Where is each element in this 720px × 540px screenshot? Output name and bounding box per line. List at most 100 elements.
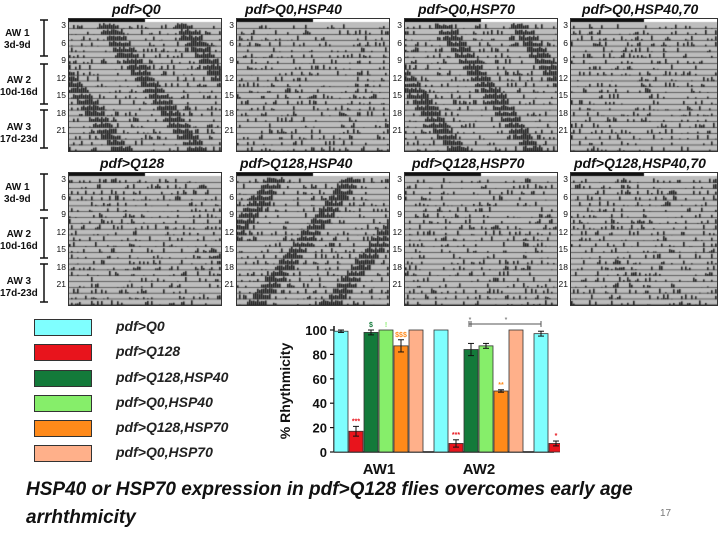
y-tick-label: 60 [313,372,327,387]
aw2-label-row1: AW 2 10d-16d [0,75,38,98]
day-tick-label: 15 [224,90,234,100]
actogram-q0-hsp40 [236,18,390,152]
legend-label: pdf>Q128,HSP70 [116,419,229,435]
significance-mark: $$$ [395,332,407,339]
day-tick-label: 18 [224,261,234,272]
day-tick-label: 21 [56,125,66,135]
legend-swatch [34,395,92,412]
bar-aw1-2 [363,332,379,453]
day-tick-label: 12 [558,226,568,237]
panel-title-q0-hsp70: pdf>Q0,HSP70 [418,1,515,17]
significance-mark: *** [452,432,460,439]
day-tick-label: 15 [392,90,402,100]
legend-label: pdf>Q128 [116,343,181,359]
day-tick-label: 15 [392,244,402,254]
day-tick-label: 3 [397,174,402,184]
bar-aw3-1 [548,443,560,453]
day-tick-label: 6 [563,37,568,48]
bracket-mark: * [469,317,472,324]
legend-label: pdf>Q0 [116,318,165,334]
day-tick-label: 18 [56,261,66,272]
day-tick-label: 21 [56,279,66,289]
day-tick-label: 18 [558,261,568,272]
bar-aw1-0 [333,330,349,453]
panel-title-q0-hsp40: pdf>Q0,HSP40 [245,1,342,17]
legend-swatch [34,445,92,462]
slide-caption: HSP40 or HSP70 expression in pdf>Q128 fl… [26,479,633,528]
day-tick-label: 21 [558,279,568,289]
legend-swatch [34,319,92,336]
day-tick-label: 9 [563,209,568,219]
aw2-label-row2: AW 2 10d-16d [0,229,38,252]
y-axis-label: % Rhythmicity [277,343,293,440]
day-tick-label: 3 [61,20,66,30]
y-tick-label: 100 [305,323,327,338]
significance-mark: *** [352,418,360,425]
day-tick-label: 6 [229,191,234,202]
x-tick-label: AW2 [463,461,496,478]
day-tick-label: 18 [558,107,568,118]
aw3-label-row2: AW 3 17d-23d [0,276,38,299]
day-tick-label: 15 [56,90,66,100]
day-tick-label: 18 [224,107,234,118]
y-tick-label: 20 [313,421,327,436]
day-tick-label: 9 [229,55,234,65]
bar-aw2-0 [433,329,449,453]
day-tick-label: 3 [397,20,402,30]
panel-title-q0-hsp40-70: pdf>Q0,HSP40,70 [582,1,699,17]
day-tick-label: 9 [563,55,568,65]
panel-title-q128-hsp40: pdf>Q128,HSP40 [240,155,353,171]
actogram-q128 [68,172,222,306]
day-tick-label: 9 [61,55,66,65]
bar-aw3-0 [533,333,549,453]
significance-mark: $ [369,322,373,329]
legend-label: pdf>Q0,HSP40 [116,394,213,410]
day-tick-label: 3 [563,20,568,30]
day-tick-label: 9 [397,209,402,219]
day-tick-label: 6 [61,37,66,48]
actogram-q0 [68,18,222,152]
legend-label: pdf>Q128,HSP40 [116,369,229,385]
day-tick-label: 6 [563,191,568,202]
day-tick-label: 3 [61,174,66,184]
y-tick-label: 0 [320,445,327,460]
day-tick-label: 21 [558,125,568,135]
day-tick-label: 9 [397,55,402,65]
legend-swatch [34,420,92,437]
day-tick-label: 3 [229,174,234,184]
day-tick-label: 18 [392,261,402,272]
legend-swatch [34,344,92,361]
day-tick-label: 12 [224,226,234,237]
day-tick-label: 6 [397,37,402,48]
day-tick-label: 21 [224,125,234,135]
page-number: 17 [660,508,672,519]
y-tick-label: 80 [313,347,327,362]
day-tick-label: 15 [56,244,66,254]
day-tick-label: 6 [397,191,402,202]
day-tick-label: 12 [558,72,568,83]
significance-mark: ** [498,382,504,389]
day-tick-label: 21 [392,279,402,289]
day-tick-label: 15 [558,244,568,254]
significance-mark: * [555,433,558,440]
panel-title-q128-hsp70: pdf>Q128,HSP70 [412,155,525,171]
actogram-q128-hsp40-70 [570,172,718,306]
day-tick-label: 12 [56,72,66,83]
day-tick-label: 12 [224,72,234,83]
day-tick-label: 3 [229,20,234,30]
y-tick-label: 40 [313,396,327,411]
age-window-brackets [40,19,48,303]
day-tick-label: 6 [229,37,234,48]
day-tick-label: 12 [56,226,66,237]
day-tick-label: 9 [229,209,234,219]
aw1-label-row2: AW 1 3d-9d [4,182,31,205]
panel-title-q0: pdf>Q0 [112,1,161,17]
legend-label: pdf>Q0,HSP70 [116,444,213,460]
day-tick-label: 12 [392,72,402,83]
day-tick-label: 6 [61,191,66,202]
bar-aw1-5 [408,329,424,453]
day-tick-label: 12 [392,226,402,237]
actogram-q128-hsp70 [404,172,558,306]
significance-mark: ! [385,322,387,329]
